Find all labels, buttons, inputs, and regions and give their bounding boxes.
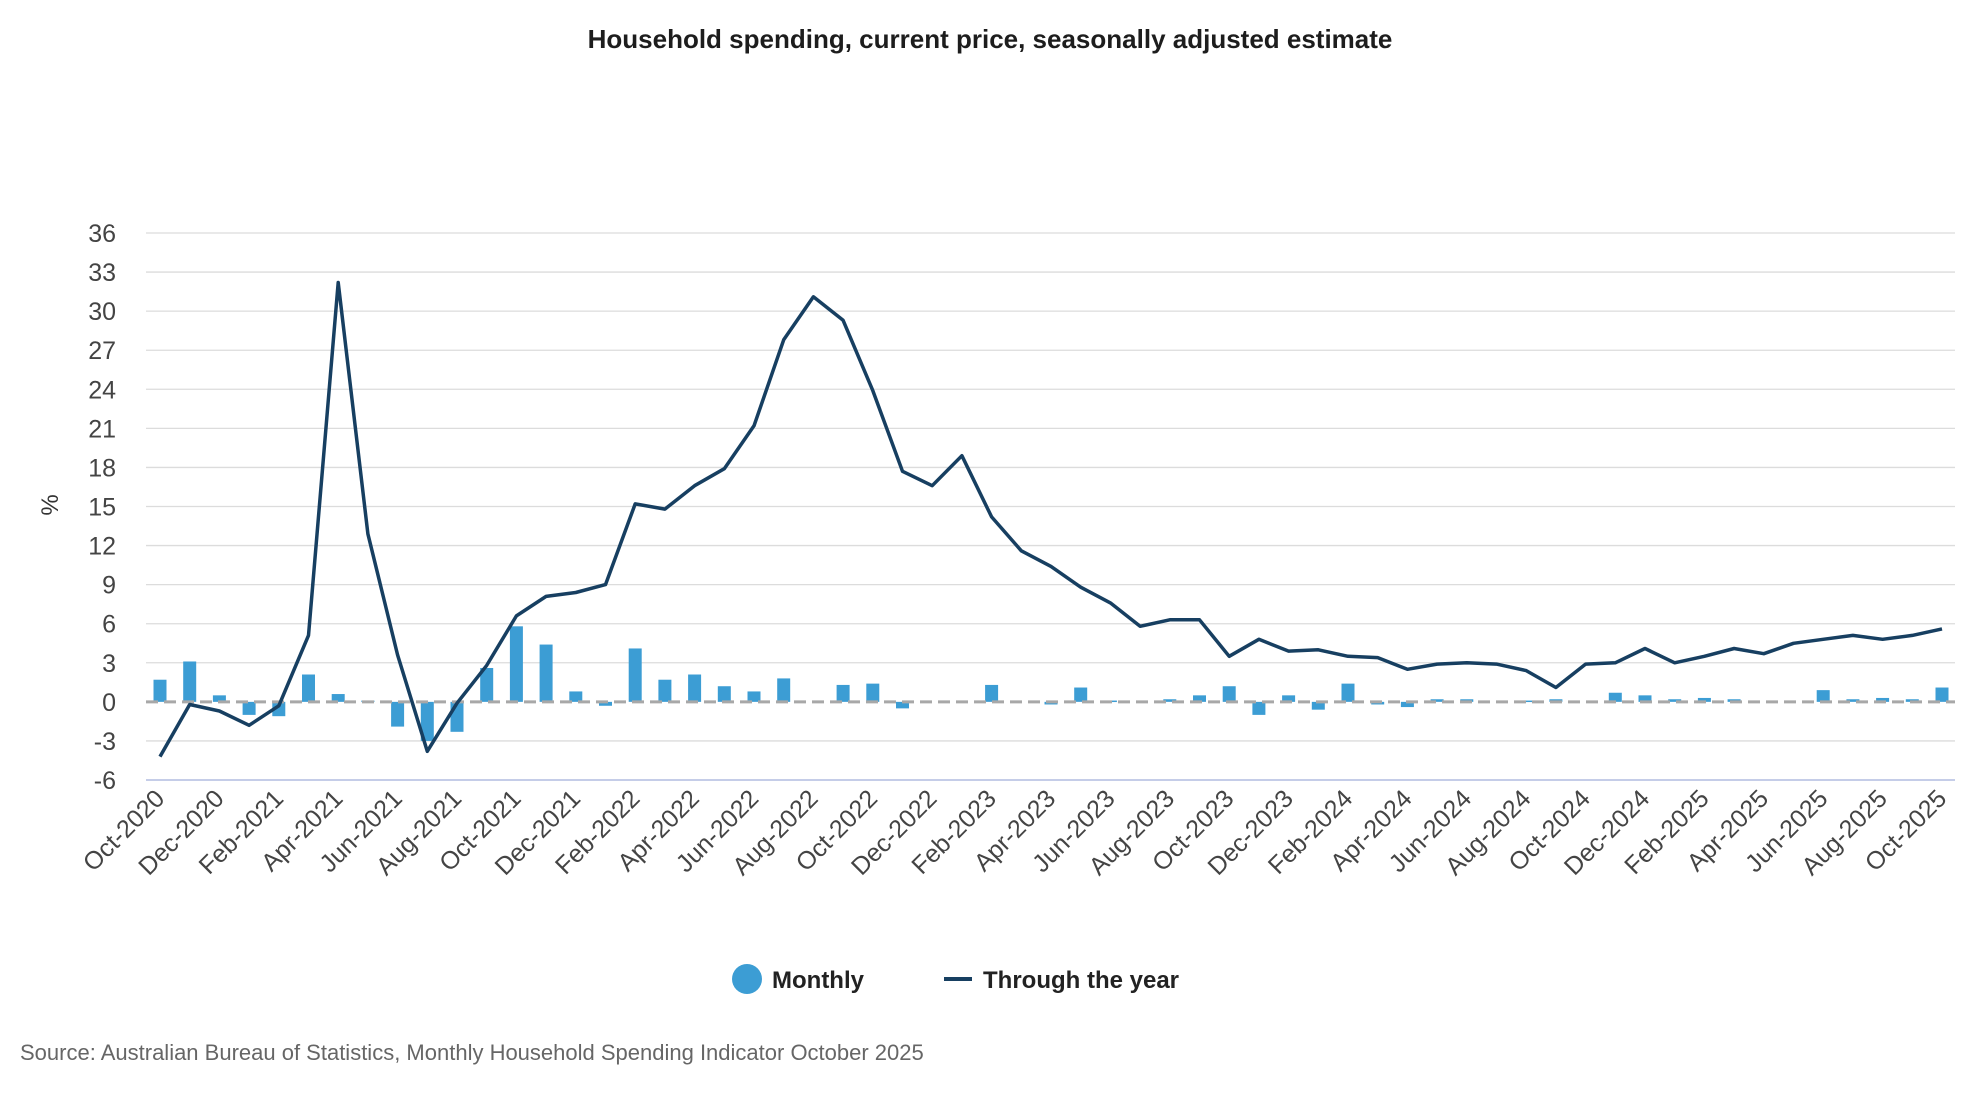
monthly-bar xyxy=(1341,683,1355,702)
monthly-bar xyxy=(628,648,642,702)
y-tick-label: 0 xyxy=(102,689,116,717)
monthly-bar xyxy=(1193,695,1206,702)
y-tick-label: 36 xyxy=(88,220,116,248)
monthly-bar xyxy=(302,674,315,702)
y-tick-label: 9 xyxy=(102,572,116,600)
legend-item-through-the-year[interactable]: Through the year xyxy=(944,967,1179,994)
monthly-bar xyxy=(1935,687,1949,702)
monthly-bar xyxy=(272,701,286,717)
y-tick-label: 24 xyxy=(88,376,116,404)
monthly-bars xyxy=(153,626,1949,741)
monthly-bar xyxy=(539,644,553,702)
y-tick-label: 6 xyxy=(102,611,116,639)
monthly-bar xyxy=(1282,695,1296,702)
monthly-bar xyxy=(391,701,405,727)
legend-item-monthly[interactable]: Monthly xyxy=(732,964,865,994)
monthly-bar xyxy=(1697,697,1711,702)
y-tick-label: 33 xyxy=(88,259,116,287)
monthly-bar xyxy=(242,701,256,715)
legend-monthly-label: Monthly xyxy=(772,967,865,994)
monthly-bar xyxy=(1816,690,1830,702)
monthly-bar xyxy=(1519,700,1533,703)
y-tick-label: 15 xyxy=(88,494,116,522)
through-the-year-series-line xyxy=(158,280,1943,758)
y-tick-label: -6 xyxy=(94,767,116,795)
monthly-bar xyxy=(1074,687,1088,702)
monthly-bar xyxy=(1311,701,1325,710)
x-axis-ticks: Oct-2020Dec-2020Feb-2021Apr-2021Jun-2021… xyxy=(78,784,1953,881)
y-tick-label: 21 xyxy=(88,415,116,443)
legend-through-the-year-label: Through the year xyxy=(983,967,1179,994)
monthly-bar xyxy=(599,701,612,706)
monthly-bar xyxy=(1668,699,1682,702)
through-the-year-line xyxy=(158,280,1943,758)
monthly-bar xyxy=(1846,699,1860,702)
monthly-bar xyxy=(331,694,345,702)
monthly-bar xyxy=(1163,699,1177,702)
legend-monthly-swatch xyxy=(732,964,762,994)
monthly-bar xyxy=(1430,699,1444,702)
monthly-bar xyxy=(509,626,523,702)
monthly-bar xyxy=(1222,686,1236,702)
monthly-bar xyxy=(183,661,197,702)
monthly-bar xyxy=(658,679,672,702)
monthly-bar xyxy=(777,678,791,702)
monthly-bar xyxy=(1876,697,1890,702)
y-tick-label: 27 xyxy=(88,337,116,365)
monthly-bar xyxy=(569,691,583,702)
monthly-bar xyxy=(747,691,761,702)
monthly-bar xyxy=(896,701,909,709)
monthly-bar xyxy=(480,667,494,702)
monthly-bar xyxy=(420,701,434,741)
monthly-bar xyxy=(1400,701,1414,708)
monthly-bar xyxy=(717,686,731,702)
monthly-bar xyxy=(153,679,167,702)
source-note: Source: Australian Bureau of Statistics,… xyxy=(20,1040,924,1065)
gridlines xyxy=(146,232,1955,781)
monthly-bar xyxy=(1638,695,1652,702)
y-axis-label: % xyxy=(37,494,64,515)
y-tick-label: 18 xyxy=(88,454,116,482)
legend[interactable]: Monthly Through the year xyxy=(732,964,1179,994)
y-tick-label: 3 xyxy=(102,650,116,678)
monthly-bar xyxy=(836,684,850,702)
monthly-bar xyxy=(1252,701,1266,715)
y-tick-label: 12 xyxy=(88,533,116,561)
monthly-bar xyxy=(985,684,999,702)
monthly-bar xyxy=(866,683,880,702)
y-tick-label: 30 xyxy=(88,298,116,326)
monthly-bar xyxy=(688,674,702,702)
y-tick-label: -3 xyxy=(94,728,116,756)
monthly-bar xyxy=(1608,692,1622,702)
monthly-bar xyxy=(212,695,226,702)
chart-title: Household spending, current price, seaso… xyxy=(588,24,1393,54)
